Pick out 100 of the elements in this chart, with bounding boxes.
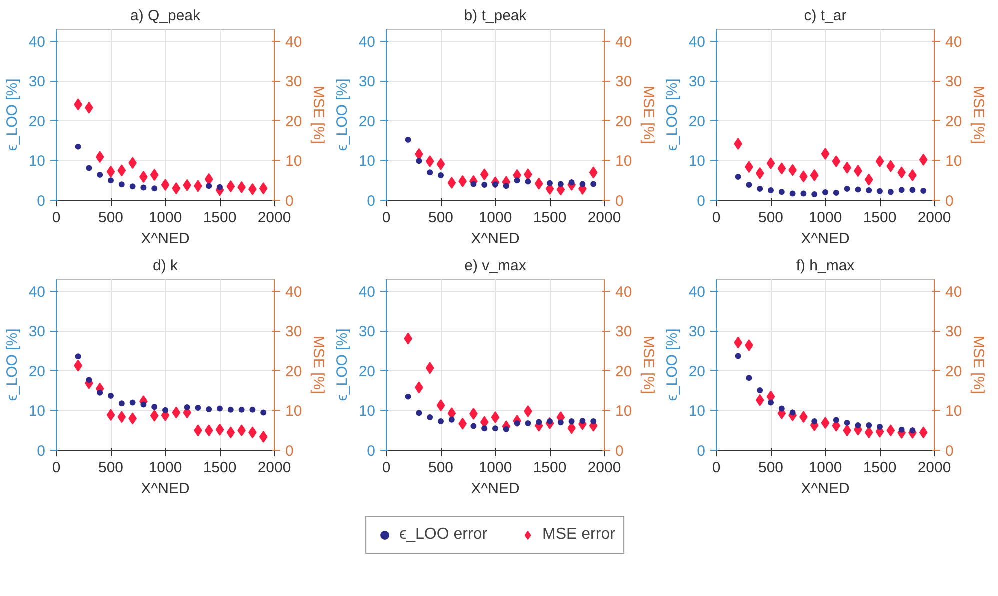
y-tick-label: 0 xyxy=(367,193,376,210)
x-tick-label: 500 xyxy=(98,210,124,226)
chart-title: b) t_peak xyxy=(464,8,528,24)
chart-title: a) Q_peak xyxy=(130,8,202,24)
y2-tick-label: 30 xyxy=(946,324,962,341)
y2-tick-label: 30 xyxy=(946,74,962,91)
x-tick-label: 2000 xyxy=(918,460,952,476)
y2-tick-label: 20 xyxy=(616,363,632,380)
y2-tick-label: 10 xyxy=(286,403,302,420)
y-tick-label: 20 xyxy=(688,113,706,130)
y-axis-title: ϵ_LOO [%] xyxy=(664,78,681,152)
x-tick-label: 1500 xyxy=(203,460,237,476)
x-tick-label: 1500 xyxy=(203,210,237,226)
y2-tick-label: 30 xyxy=(616,74,632,91)
x-tick-label: 1500 xyxy=(863,460,897,476)
y2-tick-label: 10 xyxy=(616,403,632,420)
y-tick-label: 40 xyxy=(688,34,706,51)
x-tick-label: 500 xyxy=(428,210,454,226)
x-tick-label: 1000 xyxy=(808,210,842,226)
y-tick-label: 0 xyxy=(697,193,706,210)
y-axis-title: ϵ_LOO [%] xyxy=(334,78,351,152)
y-tick-label: 10 xyxy=(688,153,706,170)
x-tick-label: 1000 xyxy=(148,210,182,226)
x-tick-label: 0 xyxy=(712,210,721,226)
legend-label: ϵ_LOO error xyxy=(400,526,488,544)
x-tick-label: 0 xyxy=(52,460,61,476)
x-tick-label: 1500 xyxy=(533,210,567,226)
y-tick-label: 20 xyxy=(28,113,46,130)
y2-tick-label: 20 xyxy=(946,363,962,380)
x-tick-label: 1500 xyxy=(863,210,897,226)
x-tick-label: 1000 xyxy=(808,460,842,476)
y2-tick-label: 40 xyxy=(946,284,962,301)
y-tick-label: 30 xyxy=(688,74,706,91)
chart-title: f) h_max xyxy=(796,258,856,274)
chart-title: e) v_max xyxy=(464,258,527,274)
y-tick-label: 10 xyxy=(28,403,46,420)
y2-tick-label: 20 xyxy=(286,113,302,130)
y2-tick-label: 40 xyxy=(616,34,632,51)
x-tick-label: 2000 xyxy=(588,460,622,476)
y-tick-label: 20 xyxy=(688,363,706,380)
y-tick-label: 30 xyxy=(28,74,46,91)
x-tick-label: 500 xyxy=(428,460,454,476)
y-tick-label: 30 xyxy=(28,324,46,341)
y-axis-title: ϵ_LOO [%] xyxy=(334,328,351,402)
x-axis-title: X^NED xyxy=(801,230,850,248)
y2-tick-label: 0 xyxy=(946,443,954,460)
y-tick-label: 40 xyxy=(358,34,376,51)
x-tick-label: 500 xyxy=(758,460,784,476)
y2-tick-label: 30 xyxy=(616,324,632,341)
y2-axis-title: MSE [%] xyxy=(640,86,658,144)
y2-axis-title: MSE [%] xyxy=(640,336,658,394)
x-tick-label: 0 xyxy=(712,460,721,476)
y2-tick-label: 30 xyxy=(286,74,302,91)
x-axis-title: X^NED xyxy=(141,230,190,248)
x-tick-label: 500 xyxy=(98,460,124,476)
y-tick-label: 40 xyxy=(28,34,46,51)
y-axis-title: ϵ_LOO [%] xyxy=(4,328,21,402)
y-tick-label: 30 xyxy=(358,324,376,341)
y2-axis-title: MSE [%] xyxy=(310,86,328,144)
y2-tick-label: 30 xyxy=(286,324,302,341)
y2-tick-label: 0 xyxy=(286,443,294,460)
x-tick-label: 2000 xyxy=(258,210,292,226)
y-tick-label: 40 xyxy=(28,284,46,301)
x-tick-label: 1000 xyxy=(478,210,512,226)
x-tick-label: 1500 xyxy=(533,460,567,476)
y-axis-title: ϵ_LOO [%] xyxy=(664,328,681,402)
y-tick-label: 20 xyxy=(358,363,376,380)
y2-tick-label: 20 xyxy=(616,113,632,130)
y2-tick-label: 0 xyxy=(616,443,624,460)
chart-title: c) t_ar xyxy=(804,8,847,24)
x-tick-label: 2000 xyxy=(588,210,622,226)
x-tick-label: 2000 xyxy=(258,460,292,476)
y-tick-label: 0 xyxy=(37,193,46,210)
y-tick-label: 10 xyxy=(358,153,376,170)
y-tick-label: 30 xyxy=(688,324,706,341)
x-axis-title: X^NED xyxy=(471,230,520,248)
x-axis-title: X^NED xyxy=(801,480,850,498)
y-tick-label: 0 xyxy=(697,443,706,460)
y2-tick-label: 10 xyxy=(946,403,962,420)
y2-tick-label: 10 xyxy=(616,153,632,170)
y-tick-label: 10 xyxy=(358,403,376,420)
y-tick-label: 40 xyxy=(358,284,376,301)
x-axis-title: X^NED xyxy=(141,480,190,498)
y2-tick-label: 0 xyxy=(946,193,954,210)
y2-tick-label: 0 xyxy=(616,193,624,210)
x-axis-title: X^NED xyxy=(471,480,520,498)
y2-axis-title: MSE [%] xyxy=(310,336,328,394)
y2-tick-label: 10 xyxy=(286,153,302,170)
y-tick-label: 40 xyxy=(688,284,706,301)
x-tick-label: 0 xyxy=(52,210,61,226)
x-tick-label: 1000 xyxy=(478,460,512,476)
y-tick-label: 30 xyxy=(358,74,376,91)
y-tick-label: 0 xyxy=(37,443,46,460)
chart-title: d) k xyxy=(153,258,178,274)
y2-tick-label: 10 xyxy=(946,153,962,170)
x-tick-label: 500 xyxy=(758,210,784,226)
x-tick-label: 0 xyxy=(382,210,391,226)
y-tick-label: 10 xyxy=(688,403,706,420)
y2-tick-label: 40 xyxy=(286,34,302,51)
y-axis-title: ϵ_LOO [%] xyxy=(4,78,21,152)
